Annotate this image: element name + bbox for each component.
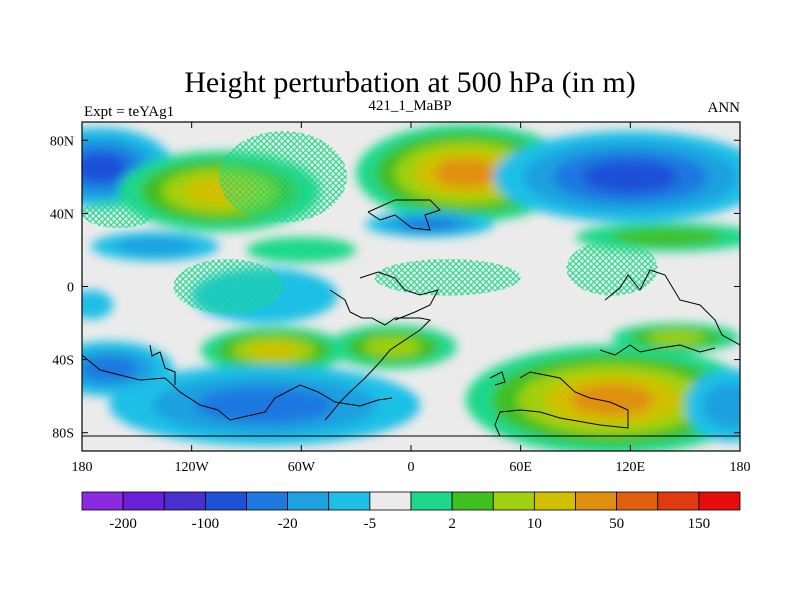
contour-fill (400, 218, 458, 231)
colorbar-swatch (122, 491, 165, 511)
colorbar-swatch (328, 491, 371, 511)
colorbar: -200 -100 -20 -5 2 10 50 150 (81, 491, 741, 532)
anomaly-south-polar-low-80w (109, 365, 421, 446)
x-axis: 180 120W 60W 0 60E 120E 180 (72, 122, 751, 475)
coastline-americas (324, 289, 432, 421)
colorbar-label: -200 (109, 516, 137, 532)
x-tick-label: 0 (408, 460, 415, 475)
hatched-region (566, 240, 658, 296)
contour-fill (570, 384, 654, 416)
x-tick-label: 120E (616, 460, 646, 475)
colorbar-swatch (575, 491, 618, 511)
x-tick-label: 180 (72, 460, 93, 475)
colorbar-swatch (533, 491, 576, 511)
experiment-label: Expt = teYAg1 (84, 104, 174, 120)
anomaly-south-low-150w (82, 341, 174, 397)
colorbar-swatch (410, 491, 453, 511)
anomaly-south-low-150e (685, 368, 740, 442)
contour-fill (195, 387, 334, 424)
contour-fill (246, 237, 357, 263)
coastline-east-south (494, 371, 629, 437)
coastline-asia-south (604, 269, 740, 346)
colorbar-swatch (81, 491, 124, 511)
contour-fill (647, 331, 705, 345)
hatched-region (82, 198, 156, 229)
colorbar-label: 10 (527, 516, 542, 532)
x-tick-label: 60W (288, 460, 316, 475)
y-axis: 80N 40N 0 40S 80S (50, 134, 740, 442)
colorbar-swatch (657, 491, 700, 511)
anomaly-north-low-120e (493, 131, 740, 223)
anomaly-north-high-30e (356, 123, 576, 223)
colorbar-swatch (163, 491, 206, 511)
colorbar-swatch (204, 491, 247, 511)
anomaly-south-high-10w (328, 324, 457, 369)
coastline-south-america (82, 354, 393, 421)
colorbar-label: -20 (278, 516, 298, 532)
contour-fill (248, 342, 300, 359)
coastline-west-lowlat (149, 344, 176, 385)
colorbar-swatch (451, 491, 494, 511)
coastlines (82, 199, 740, 437)
anomaly-north-mid-low-20e (365, 211, 494, 238)
contour-fill (434, 159, 498, 188)
plot-title: Height perturbation at 500 hPa (in m) (184, 66, 636, 99)
y-tick-label: 40S (52, 354, 74, 369)
contour-fill (582, 160, 679, 193)
colorbar-label: 150 (688, 516, 711, 532)
x-tick-label: 60E (509, 460, 532, 475)
x-tick-label: 180 (730, 460, 751, 475)
anomaly-north-low-140w (91, 231, 220, 261)
season-label: ANN (708, 100, 741, 116)
contour-fill (82, 290, 114, 320)
contour-fill (115, 237, 195, 256)
hatched-region (374, 259, 521, 296)
colorbar-label: -100 (192, 516, 220, 532)
colorbar-label: -5 (364, 516, 377, 532)
map-field (82, 122, 740, 451)
anomaly-south-high-75w (200, 326, 348, 375)
coastline-asia-north (367, 199, 441, 231)
y-tick-label: 80N (50, 134, 74, 149)
colorbar-label: 2 (448, 516, 456, 532)
contour-fill (82, 153, 126, 182)
colorbar-label: 50 (609, 516, 624, 532)
colorbar-swatch (492, 491, 535, 511)
coastline-oceania (599, 344, 716, 356)
run-label: 421_1_MaBP (368, 98, 451, 114)
anomaly-north-band-60w (246, 237, 357, 263)
anomaly-tropical-low-190w (82, 290, 114, 320)
anomaly-south-band-150e (612, 323, 740, 353)
contour-fill (702, 382, 740, 428)
colorbar-swatch (698, 491, 741, 511)
coastline-africa (359, 271, 439, 321)
x-tick-label: 120W (175, 460, 210, 475)
hatched-region (219, 131, 348, 223)
colorbar-swatch (616, 491, 659, 511)
colorbar-swatch (369, 491, 412, 511)
y-tick-label: 40N (50, 207, 74, 222)
coastline-indian (489, 371, 506, 386)
colorbar-swatch (287, 491, 330, 511)
y-tick-label: 80S (52, 427, 74, 442)
contour-fill (364, 337, 422, 357)
colorbar-swatch (246, 491, 289, 511)
y-tick-label: 0 (67, 281, 74, 296)
contour-fill (610, 228, 724, 247)
hatched-region (173, 259, 284, 314)
contour-fill (82, 356, 138, 381)
